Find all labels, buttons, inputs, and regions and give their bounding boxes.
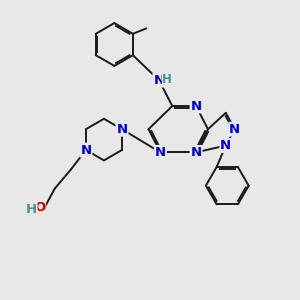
Text: H: H [26, 203, 37, 216]
Text: N: N [220, 139, 231, 152]
Text: N: N [229, 123, 240, 136]
Text: O: O [34, 202, 46, 214]
Text: N: N [155, 146, 166, 159]
Text: N: N [190, 100, 202, 112]
Text: N: N [153, 74, 164, 87]
Text: N: N [190, 146, 202, 159]
Text: H: H [162, 73, 172, 86]
Text: N: N [116, 123, 128, 136]
Text: N: N [80, 143, 92, 157]
